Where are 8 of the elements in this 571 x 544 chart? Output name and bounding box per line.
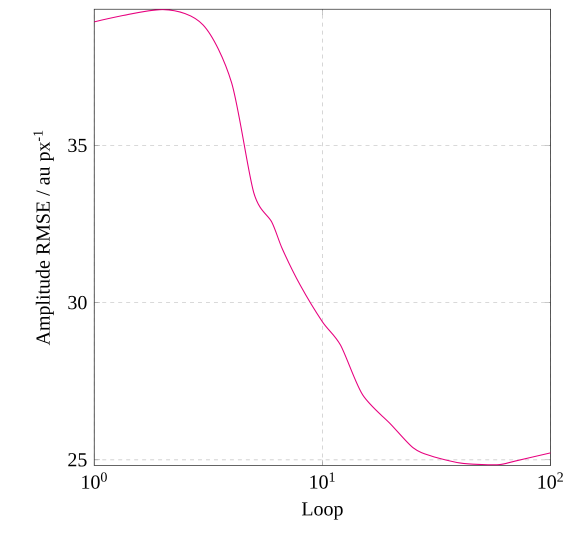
- y-tick-label: 30: [68, 296, 87, 310]
- y-tick-label: 35: [68, 138, 87, 152]
- x-axis-title: Loop: [302, 502, 343, 520]
- y-axis-title: Amplitude RMSE / au px$^{-1}$: [33, 130, 54, 346]
- x-tick-label: 10$^{0}$: [82, 472, 107, 490]
- x-tick-label: 10$^{2}$: [538, 472, 563, 489]
- y-tick-label: 25: [68, 453, 87, 467]
- x-tick-label: 10$^{1}$: [310, 472, 335, 489]
